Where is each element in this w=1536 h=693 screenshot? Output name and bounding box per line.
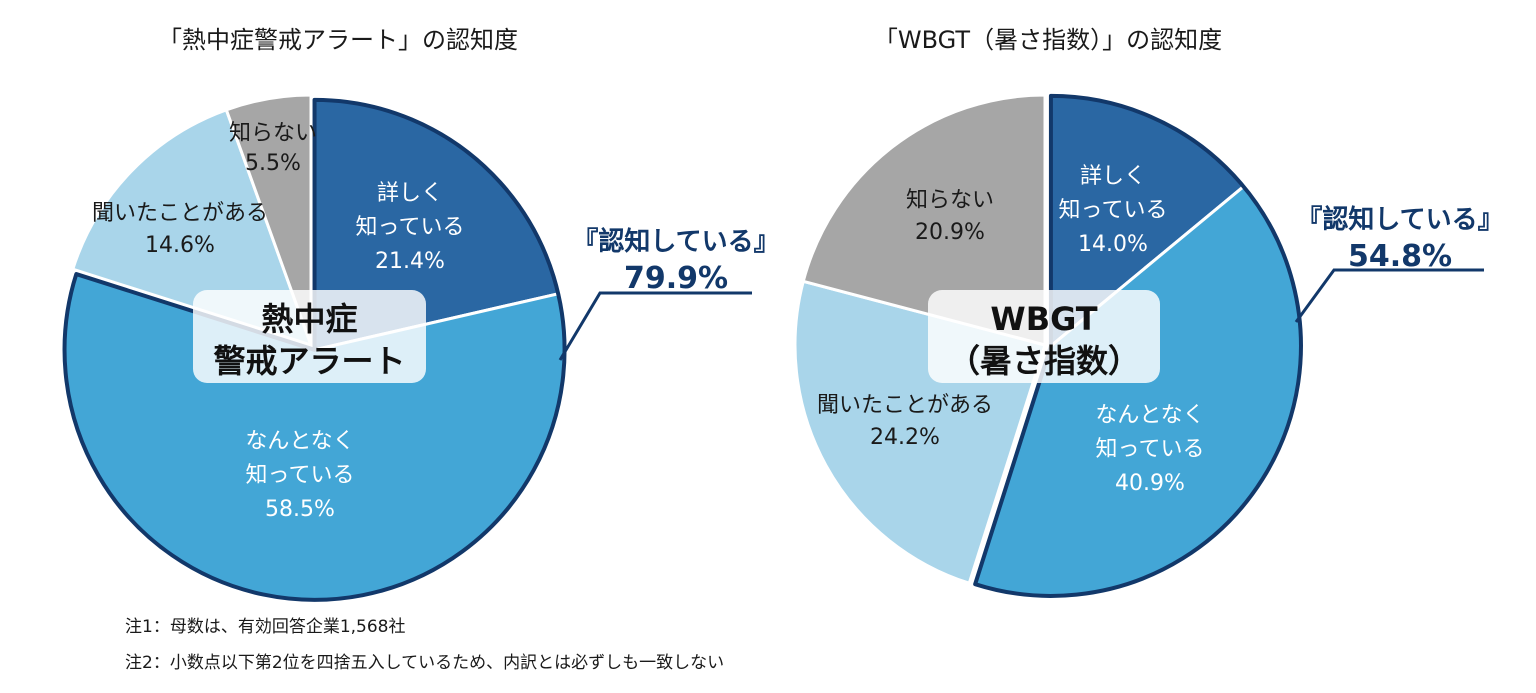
slice-label-vaguely: なんとなく知っている 40.9% [1095,403,1204,496]
chart-title: 「WBGT（暑さ指数）」の認知度 [874,26,1222,54]
pie-slice-unknown [801,93,1047,347]
recognized-group-outline [62,97,567,602]
slice-label-unknown: 知らない 5.5% [229,121,317,176]
recognition-value: 54.8% [1348,239,1452,274]
recognition-leader-line [558,291,752,361]
center-label-line: 警戒アラート [213,342,405,380]
center-label-line: （暑さ指数） [948,342,1140,380]
recognition-value: 79.9% [624,261,728,296]
slice-label-vaguely: なんとなく知っている 58.5% [245,429,354,522]
recognized-group-outline [973,93,1303,598]
slice-label-heard: 聞いたことがある 14.6% [92,201,268,258]
slice-label-unknown: 知らない 20.9% [906,188,994,245]
slice-label-detailed: 詳しく知っている 14.0% [1059,164,1168,257]
slice-label-detailed: 詳しく知っている 21.4% [356,181,465,274]
footnote-2: 注2：小数点以下第2位を四捨五入しているため、内訳とは必ずしも一致しない [125,653,725,673]
chart-title: 「熱中症警戒アラート」の認知度 [158,26,518,54]
center-label-line: 熱中症 [261,300,357,338]
recognition-leader-line [1294,268,1484,323]
footnote-1: 注1：母数は、有効回答企業1,568社 [125,617,406,637]
slice-label-heard: 聞いたことがある 24.2% [817,393,993,450]
pie-slice-unknown [224,93,313,347]
recognition-label: 『認知している』 [572,226,779,257]
center-label-box [928,290,1160,383]
pie-slice-heard [71,108,313,347]
center-label-line: WBGT [990,300,1097,338]
recognition-label: 『認知している』 [1296,204,1503,235]
center-label-box [193,290,426,383]
